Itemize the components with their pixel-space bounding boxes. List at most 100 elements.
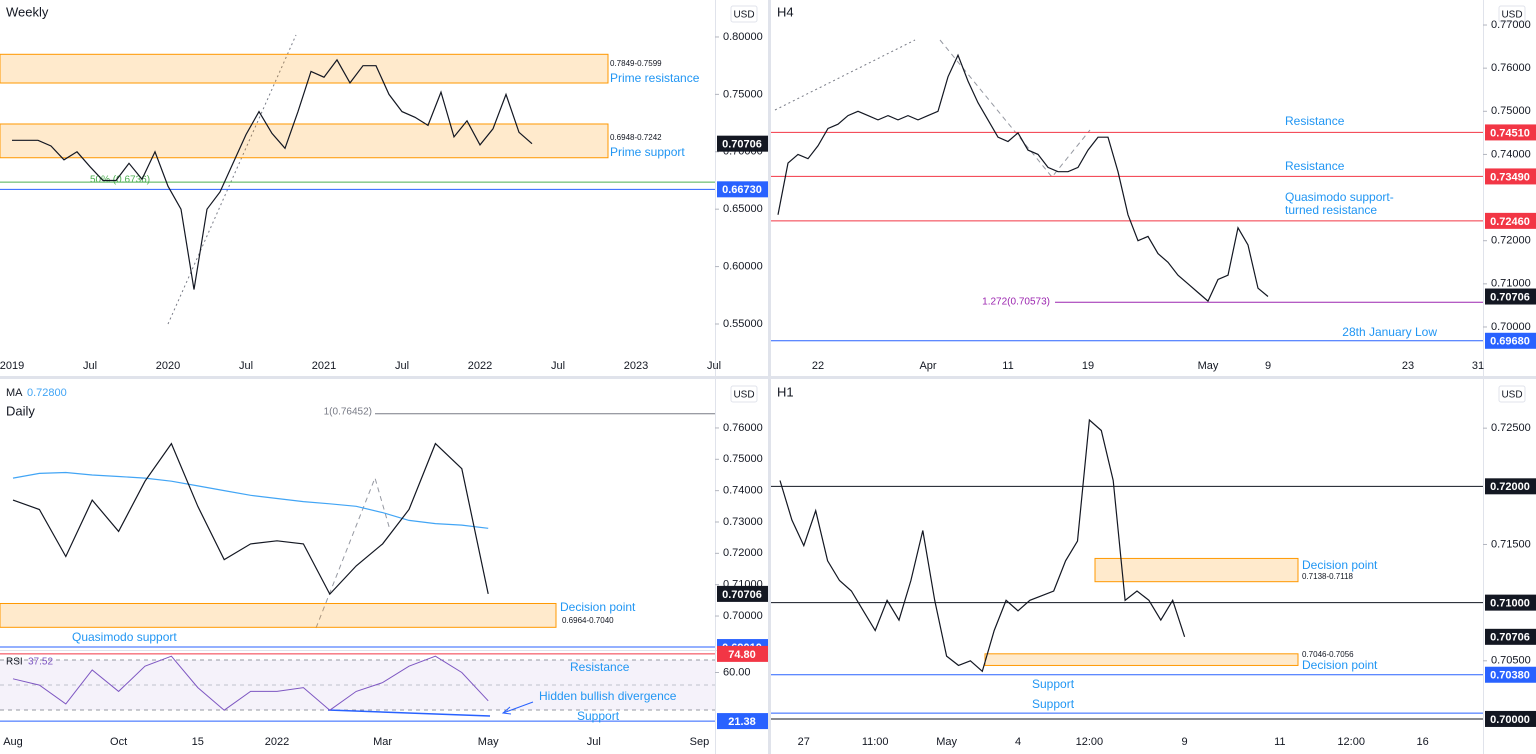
x-tick-label: 2022 bbox=[468, 360, 492, 372]
level-annotation: Resistance bbox=[1285, 159, 1345, 173]
y-tick-label: 0.74000 bbox=[723, 485, 763, 497]
y-tick-label: 0.65000 bbox=[723, 203, 763, 215]
x-tick-label: 12:00 bbox=[1076, 736, 1104, 748]
x-tick-label: 31 bbox=[1472, 360, 1484, 372]
price-label-box bbox=[717, 585, 768, 602]
price-label-box bbox=[1485, 478, 1536, 495]
x-tick-label: Sep bbox=[690, 736, 710, 748]
y-tick-label: 0.72000 bbox=[723, 547, 763, 559]
zone-range: 0.7138-0.7118 bbox=[1302, 572, 1354, 581]
price-label: 0.74510 bbox=[1490, 127, 1530, 139]
x-tick-label: 11 bbox=[1002, 360, 1013, 372]
zone-label: Decision point bbox=[1302, 558, 1378, 572]
trendline bbox=[774, 39, 916, 111]
y-tick-label: 0.72500 bbox=[1491, 422, 1531, 434]
y-tick-label: 0.60000 bbox=[723, 260, 763, 272]
level-annotation: Support bbox=[1032, 697, 1075, 711]
price-label: 74.80 bbox=[728, 649, 756, 661]
currency-box bbox=[730, 385, 758, 403]
x-tick-label: 16 bbox=[1416, 736, 1428, 748]
zone bbox=[0, 123, 609, 159]
x-tick-label: Apr bbox=[919, 360, 936, 372]
y-tick-label: 0.76000 bbox=[723, 422, 763, 434]
x-tick-label: 2019 bbox=[0, 360, 24, 372]
currency-box bbox=[1498, 385, 1526, 403]
divergence-line bbox=[327, 709, 491, 717]
x-tick-label: 15 bbox=[192, 736, 204, 748]
price-label-box bbox=[1485, 332, 1536, 349]
zone-range: 0.6948-0.7242 bbox=[610, 133, 662, 142]
level-annotation: Resistance bbox=[570, 660, 630, 674]
level-annotation: Resistance bbox=[1285, 114, 1345, 128]
panel-title: H1 bbox=[777, 384, 794, 399]
y-tick-label: 0.70000 bbox=[723, 610, 763, 622]
price-label: 0.70706 bbox=[722, 589, 762, 601]
y-tick-label: 0.55000 bbox=[723, 318, 763, 330]
price-label: 0.66730 bbox=[722, 184, 762, 196]
price-line bbox=[777, 53, 1269, 303]
x-tick-label: Aug bbox=[3, 736, 23, 748]
x-tick-label: Jul bbox=[587, 736, 601, 748]
level-annotation: Support bbox=[577, 709, 620, 723]
zone-label: Decision point bbox=[1302, 658, 1378, 672]
currency-box bbox=[1498, 5, 1526, 23]
zone-label: Decision point bbox=[560, 600, 636, 614]
x-tick-label: May bbox=[1198, 360, 1219, 372]
x-tick-label: Jul bbox=[83, 360, 97, 372]
x-tick-label: 9 bbox=[1265, 360, 1271, 372]
x-tick-label: 2022 bbox=[265, 736, 289, 748]
pattern-line bbox=[939, 39, 1091, 178]
panel-title: Daily bbox=[6, 403, 35, 418]
zone-range: 0.7046-0.7056 bbox=[1302, 650, 1354, 659]
level-annotation: 50% (0.6736) bbox=[90, 175, 150, 186]
y-tick-label: 0.71500 bbox=[1491, 538, 1531, 550]
x-tick-label: Jul bbox=[239, 360, 253, 372]
panel-title: H4 bbox=[777, 4, 794, 19]
y-tick-label: 0.75000 bbox=[723, 88, 763, 100]
price-label: 0.70706 bbox=[1490, 291, 1530, 303]
x-tick-label: Jul bbox=[395, 360, 409, 372]
zone-range: 0.7849-0.7599 bbox=[610, 59, 662, 68]
price-label-box bbox=[717, 645, 768, 662]
y-tick-label: 0.74000 bbox=[1491, 148, 1531, 160]
currency: USD bbox=[1501, 10, 1522, 21]
price-label-box bbox=[717, 181, 768, 198]
currency: USD bbox=[1501, 390, 1522, 401]
price-label: 0.73490 bbox=[1490, 171, 1530, 183]
zone bbox=[1094, 557, 1299, 583]
price-label: 0.70380 bbox=[1490, 670, 1530, 682]
price-label-box bbox=[717, 713, 768, 730]
x-tick-label: Jul bbox=[551, 360, 565, 372]
x-tick-label: 23 bbox=[1402, 360, 1414, 372]
y-tick-label: 0.75000 bbox=[1491, 105, 1531, 117]
divergence-arrow bbox=[502, 701, 534, 714]
ma-line bbox=[12, 471, 489, 529]
x-tick-label: 9 bbox=[1182, 736, 1188, 748]
price-label-box bbox=[717, 135, 768, 152]
ma-name: MA bbox=[6, 387, 23, 399]
rsi-value: 37.52 bbox=[28, 657, 53, 668]
rsi-name: RSI bbox=[6, 657, 23, 668]
divergence-arrow-head bbox=[501, 706, 512, 715]
price-line bbox=[779, 418, 1186, 673]
price-label: 0.71000 bbox=[1490, 598, 1530, 610]
price-line bbox=[12, 442, 489, 596]
price-label: 0.72000 bbox=[1490, 481, 1530, 493]
x-tick-label: Jul bbox=[707, 360, 721, 372]
price-label-box bbox=[1485, 594, 1536, 611]
zone bbox=[0, 53, 609, 84]
y-tick-label: 0.71000 bbox=[1491, 278, 1531, 290]
price-label-box bbox=[1485, 666, 1536, 683]
level-annotation: 28th January Low bbox=[1342, 325, 1437, 339]
y-tick-label: 0.73000 bbox=[723, 516, 763, 528]
x-tick-label: 27 bbox=[798, 736, 810, 748]
y-tick-label: 0.76000 bbox=[1491, 62, 1531, 74]
x-tick-label: 2021 bbox=[312, 360, 336, 372]
ma-value: 0.72800 bbox=[27, 387, 67, 399]
level-annotation: Quasimodo support bbox=[72, 630, 177, 644]
rsi-line bbox=[12, 655, 489, 711]
price-label: 0.70706 bbox=[722, 139, 762, 151]
level-annotation: 1.272(0.70573) bbox=[982, 297, 1050, 308]
x-tick-label: 22 bbox=[812, 360, 824, 372]
